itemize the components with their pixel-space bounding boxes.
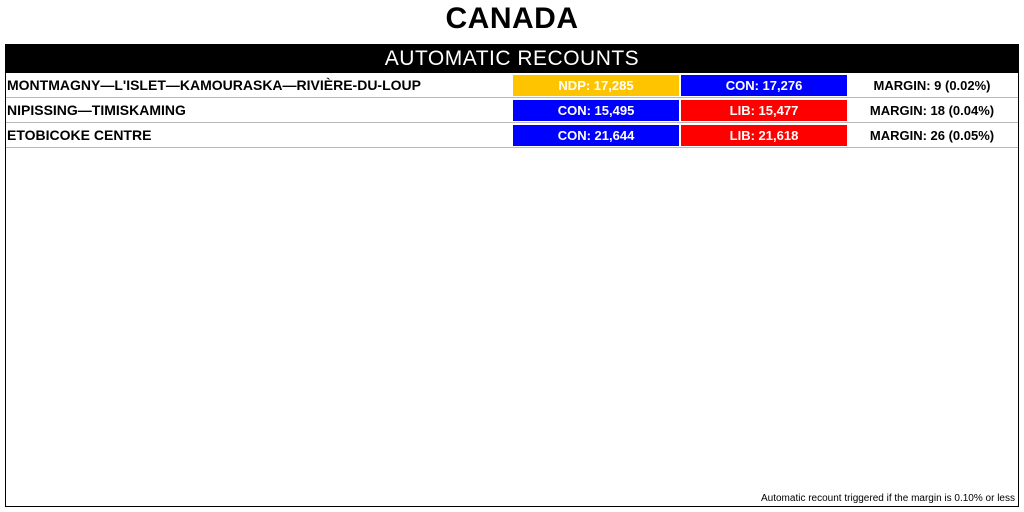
recount-row: NIPISSING—TIMISKAMING CON: 15,495 LIB: 1… xyxy=(6,99,1018,123)
recount-row: MONTMAGNY—L'ISLET—KAMOURASKA—RIVIÈRE-DU-… xyxy=(6,74,1018,98)
riding-name: NIPISSING—TIMISKAMING xyxy=(7,102,186,118)
first-place-cell: CON: 21,644 xyxy=(513,125,679,146)
riding-name: MONTMAGNY—L'ISLET—KAMOURASKA—RIVIÈRE-DU-… xyxy=(7,77,421,93)
second-place-cell: CON: 17,276 xyxy=(681,75,847,96)
margin-cell: MARGIN: 9 (0.02%) xyxy=(873,78,991,93)
footnote: Automatic recount triggered if the margi… xyxy=(760,493,1015,504)
first-place-cell: CON: 15,495 xyxy=(513,100,679,121)
recounts-panel: AUTOMATIC RECOUNTS MONTMAGNY—L'ISLET—KAM… xyxy=(5,44,1019,507)
first-place-cell: NDP: 17,285 xyxy=(513,75,679,96)
riding-name: ETOBICOKE CENTRE xyxy=(7,127,152,143)
page-title: CANADA xyxy=(445,2,579,35)
second-place-cell: LIB: 15,477 xyxy=(681,100,847,121)
recount-row: ETOBICOKE CENTRE CON: 21,644 LIB: 21,618… xyxy=(6,124,1018,148)
second-place-cell: LIB: 21,618 xyxy=(681,125,847,146)
margin-cell: MARGIN: 18 (0.04%) xyxy=(869,103,995,118)
margin-cell: MARGIN: 26 (0.05%) xyxy=(869,128,995,143)
panel-header: AUTOMATIC RECOUNTS xyxy=(6,45,1018,73)
